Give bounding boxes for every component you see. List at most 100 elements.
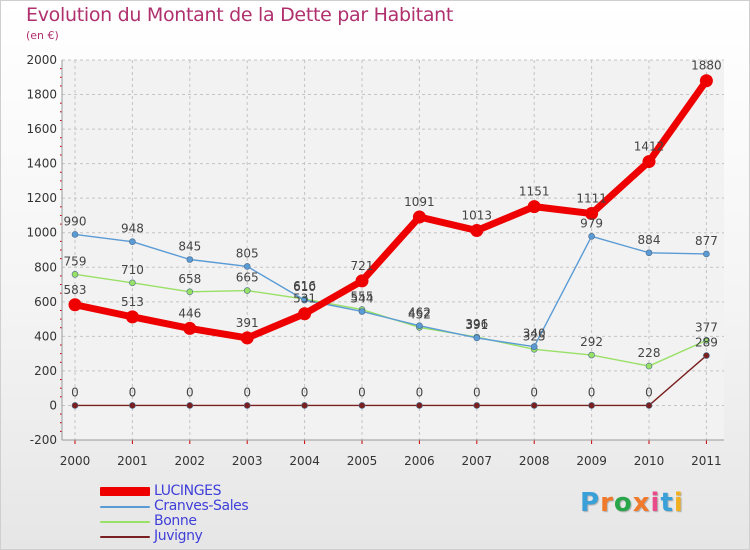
data-label-lucinges: 446 xyxy=(178,306,201,320)
data-point-lucinges xyxy=(298,307,312,321)
data-label-bonne: 325 xyxy=(523,329,546,343)
data-label-bonne: 396 xyxy=(465,317,488,331)
data-point-cranves-sales xyxy=(588,233,595,240)
y-tick-label: 200 xyxy=(34,364,57,378)
chart-unit-label: (en €) xyxy=(26,29,59,42)
data-point-bonne xyxy=(186,288,194,296)
data-label-cranves-sales: 610 xyxy=(293,280,316,294)
data-label-bonne: 555 xyxy=(351,290,374,304)
y-tick-label: -200 xyxy=(30,433,57,447)
data-label-lucinges: 531 xyxy=(293,292,316,306)
data-point-cranves-sales xyxy=(358,308,366,315)
y-tick-label: 2000 xyxy=(26,53,57,67)
legend-label: LUCINGES xyxy=(154,483,222,499)
x-tick-label: 2000 xyxy=(60,454,91,468)
data-point-lucinges xyxy=(412,210,426,224)
data-label-juvigny: 0 xyxy=(416,385,424,399)
data-point-cranves-sales xyxy=(301,296,308,304)
data-label-lucinges: 1091 xyxy=(404,195,435,209)
legend-swatch xyxy=(100,505,150,508)
data-point-juvigny xyxy=(588,402,595,409)
data-point-lucinges xyxy=(527,200,541,214)
y-tick-label: 1600 xyxy=(26,122,57,136)
data-point-lucinges xyxy=(470,223,484,237)
y-tick-label: 600 xyxy=(34,295,57,309)
data-label-bonne: 616 xyxy=(293,279,316,293)
series-line-cranves-sales xyxy=(74,233,708,348)
data-point-lucinges xyxy=(183,321,197,335)
data-point-lucinges xyxy=(355,274,369,288)
data-point-juvigny xyxy=(645,402,653,409)
x-tick-label: 2001 xyxy=(117,454,148,468)
legend-swatch xyxy=(100,520,150,523)
data-label-cranves-sales: 990 xyxy=(64,214,87,228)
data-point-lucinges xyxy=(699,74,713,88)
data-point-bonne xyxy=(71,271,79,278)
data-label-lucinges: 1013 xyxy=(462,208,493,222)
x-tick-label: 2002 xyxy=(175,454,206,468)
data-label-juvigny: 0 xyxy=(645,385,653,399)
data-label-cranves-sales: 544 xyxy=(351,291,374,305)
data-label-bonne: 228 xyxy=(638,346,661,360)
data-label-juvigny: 0 xyxy=(243,385,251,399)
data-label-bonne: 759 xyxy=(64,254,87,268)
data-point-cranves-sales xyxy=(473,334,481,342)
y-tick-label: 400 xyxy=(34,329,57,343)
data-point-cranves-sales xyxy=(129,238,136,246)
data-point-cranves-sales xyxy=(416,322,423,329)
chart-title: Evolution du Montant de la Dette par Hab… xyxy=(26,4,454,26)
data-label-bonne: 710 xyxy=(121,263,144,277)
data-label-bonne: 658 xyxy=(178,272,201,286)
proxiti-logo: Proxiti xyxy=(580,488,684,518)
x-tick-label: 2004 xyxy=(289,454,320,468)
logo-letter: P xyxy=(580,488,601,518)
data-point-juvigny xyxy=(186,402,194,409)
data-label-bonne: 452 xyxy=(408,307,431,321)
y-tick-label: 1000 xyxy=(26,226,57,240)
y-tick-label: 1200 xyxy=(26,191,57,205)
data-point-juvigny xyxy=(358,402,366,409)
y-tick-label: 1800 xyxy=(26,88,57,102)
data-point-juvigny xyxy=(703,352,710,359)
y-tick-label: 0 xyxy=(49,398,57,412)
logo-letter: t xyxy=(660,488,674,518)
data-label-juvigny: 0 xyxy=(186,385,194,399)
logo-letter: i xyxy=(673,488,684,518)
data-label-lucinges: 583 xyxy=(64,283,87,297)
data-point-cranves-sales xyxy=(530,343,538,351)
y-tick-label: 1400 xyxy=(26,157,57,171)
data-point-juvigny xyxy=(473,402,481,409)
data-point-cranves-sales xyxy=(71,231,79,238)
data-label-lucinges: 1880 xyxy=(691,59,722,73)
logo-letter: o xyxy=(613,488,633,518)
data-label-lucinges: 1412 xyxy=(634,140,665,154)
data-point-juvigny xyxy=(416,402,423,409)
data-point-bonne xyxy=(243,287,251,294)
data-label-bonne: 292 xyxy=(580,335,603,349)
data-point-lucinges xyxy=(68,298,82,312)
data-point-juvigny xyxy=(530,402,538,409)
data-label-cranves-sales: 979 xyxy=(580,216,603,230)
data-point-juvigny xyxy=(243,402,251,409)
data-label-juvigny: 0 xyxy=(473,385,481,399)
data-label-bonne: 665 xyxy=(236,271,259,285)
data-label-cranves-sales: 884 xyxy=(638,233,661,247)
legend-swatch xyxy=(100,487,150,496)
data-label-lucinges: 1151 xyxy=(519,185,550,199)
legend-label: Bonne xyxy=(154,513,197,529)
data-label-juvigny: 0 xyxy=(71,385,79,399)
data-point-juvigny xyxy=(71,402,79,409)
series-line-lucinges xyxy=(71,77,710,342)
x-tick-label: 2009 xyxy=(576,454,607,468)
data-point-cranves-sales xyxy=(703,250,710,258)
logo-letter: x xyxy=(632,488,651,518)
data-label-lucinges: 1111 xyxy=(576,192,607,206)
data-point-cranves-sales xyxy=(645,249,653,257)
series-line-juvigny xyxy=(74,354,708,407)
data-point-bonne xyxy=(703,337,710,344)
data-label-lucinges: 721 xyxy=(351,259,374,273)
data-point-bonne xyxy=(645,362,653,370)
logo-letter: i xyxy=(650,488,661,518)
x-tick-label: 2003 xyxy=(232,454,263,468)
